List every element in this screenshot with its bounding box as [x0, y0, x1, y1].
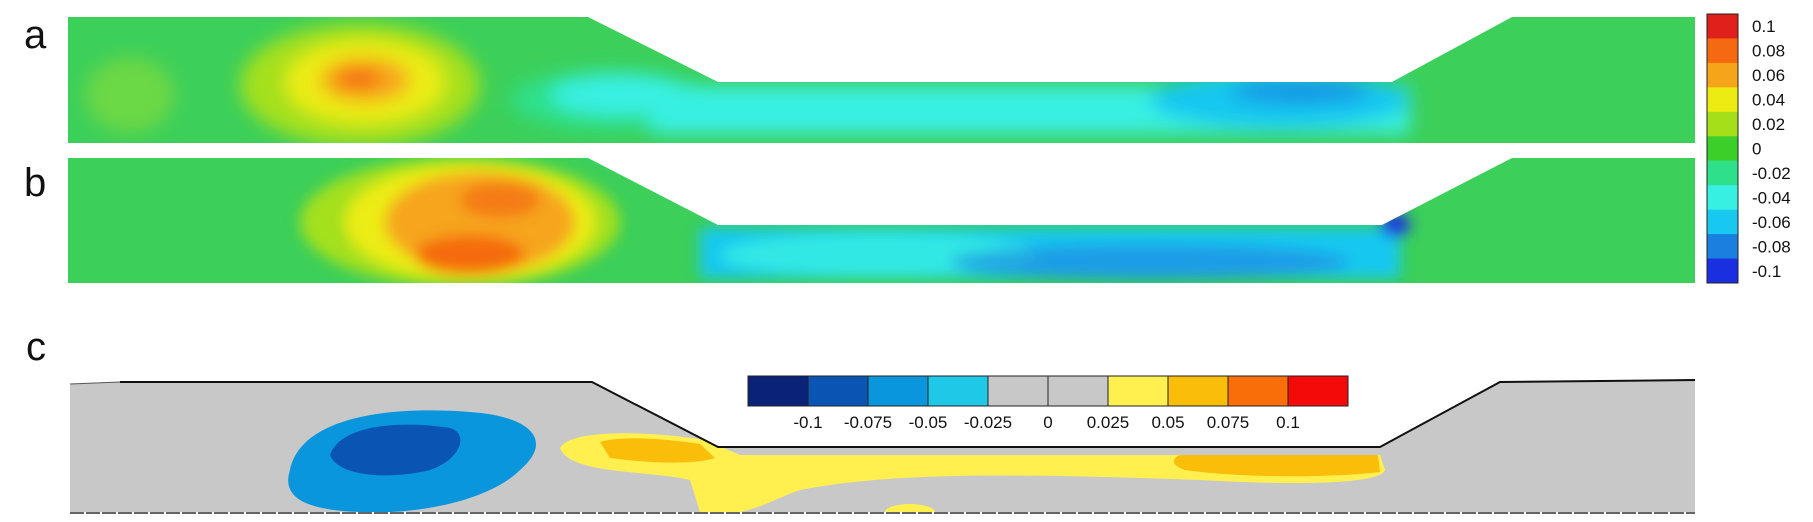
colorbar-horizontal-swatch	[867, 375, 929, 407]
colorbar-horizontal-tick-label: 0.025	[1087, 413, 1130, 432]
colorbar-vertical-tick-label: -0.1	[1752, 262, 1781, 281]
colorbar-vertical-swatch	[1707, 258, 1738, 284]
colorbar-vertical-swatch	[1707, 209, 1738, 235]
panel-a-contour	[68, 17, 1695, 143]
colorbar-vertical-swatch	[1707, 62, 1738, 88]
colorbar-vertical-tick-label: -0.06	[1752, 213, 1791, 232]
colorbar-vertical-tick-label: 0.04	[1752, 91, 1785, 110]
channel-outline	[120, 379, 1696, 448]
colorbar-horizontal-swatch	[1107, 375, 1169, 407]
colorbar-horizontal-frame	[747, 375, 1349, 407]
colorbar-vertical-swatch	[1707, 111, 1738, 137]
colorbar-vertical-tick-label: -0.08	[1752, 237, 1791, 256]
colorbar-horizontal: -0.1 -0.075 -0.05 -0.025 0 0.025 0.05 0.075 0.1	[747, 375, 1349, 432]
colorbar-vertical-tick-label: 0.02	[1752, 115, 1785, 134]
colorbar-horizontal-swatch	[1167, 375, 1229, 407]
colorbar-vertical-tick-label: -0.04	[1752, 188, 1791, 207]
colorbar-vertical-tick-label: -0.02	[1752, 164, 1791, 183]
colorbar-vertical-tick-label: 0.1	[1752, 17, 1776, 36]
colorbar-horizontal-tick-label: -0.05	[909, 413, 948, 432]
colorbar-vertical-swatch	[1707, 14, 1738, 39]
colorbar-horizontal-swatch	[747, 375, 809, 407]
panel-label-b: b	[24, 161, 46, 205]
colorbar-vertical-tick-label: 0.08	[1752, 42, 1785, 61]
panel-b-contour	[68, 158, 1695, 283]
colorbar-horizontal-tick-label: -0.025	[964, 413, 1012, 432]
colorbar-vertical-swatch	[1707, 87, 1738, 113]
colorbar-vertical-tick-label: 0.06	[1752, 66, 1785, 85]
colorbar-horizontal-swatch	[927, 375, 989, 407]
colorbar-horizontal-swatch	[1287, 375, 1349, 407]
colorbar-horizontal-tick-label: 0.075	[1207, 413, 1250, 432]
panel-label-c: c	[26, 325, 46, 369]
colorbar-horizontal-tick-label: -0.075	[844, 413, 892, 432]
colorbar-horizontal-tick-label: 0	[1043, 413, 1052, 432]
colorbar-horizontal-swatch	[1227, 375, 1289, 407]
colorbar-vertical-swatch	[1707, 136, 1738, 162]
colorbar-horizontal-tick-label: 0.05	[1151, 413, 1184, 432]
colorbar-vertical-swatch	[1707, 160, 1738, 186]
colorbar-horizontal-swatch	[807, 375, 869, 407]
colorbar-horizontal-swatch	[987, 375, 1049, 407]
colorbar-vertical-swatch	[1707, 234, 1738, 260]
colorbar-vertical-frame	[1706, 13, 1739, 284]
panel-label-a: a	[24, 13, 47, 57]
colorbar-vertical-swatch	[1707, 38, 1738, 64]
colorbar-vertical: 0.1 0.08 0.06 0.04 0.02 0 -0.02 -0.04 -0.06 -0.08…	[1706, 13, 1791, 284]
colorbar-horizontal-swatch	[1047, 375, 1109, 407]
colorbar-horizontal-tick-label: 0.1	[1276, 413, 1300, 432]
colorbar-vertical-tick-label: 0	[1752, 140, 1761, 159]
colorbar-vertical-swatch	[1707, 185, 1738, 211]
colorbar-horizontal-tick-label: -0.1	[793, 413, 822, 432]
